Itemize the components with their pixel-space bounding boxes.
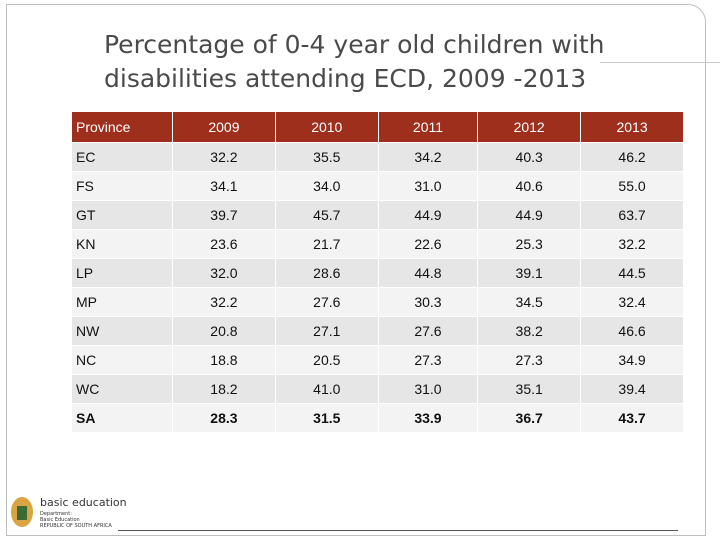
- table-cell: 43.7: [580, 403, 684, 432]
- table-cell: 44.5: [580, 258, 684, 288]
- table-cell: 55.0: [580, 171, 684, 201]
- table-row: SA 28.3 31.5 33.9 36.7 43.7: [72, 403, 684, 432]
- table-cell: 44.8: [378, 258, 479, 288]
- footer-rule: [118, 530, 678, 531]
- column-header: 2010: [275, 112, 379, 143]
- table-cell: 44.9: [378, 200, 479, 230]
- table-cell: 18.8: [172, 345, 276, 375]
- table-body: EC 32.2 35.5 34.2 40.3 46.2 FS 34.1 34.0 31.0 40.6…: [72, 142, 684, 432]
- table-cell: 34.0: [275, 171, 379, 201]
- table-cell: 33.9: [378, 403, 479, 432]
- table-cell: 32.4: [580, 287, 684, 317]
- table-cell: 34.5: [477, 287, 582, 317]
- row-label: GT: [72, 200, 173, 230]
- table-row: NC 18.8 20.5 27.3 27.3 34.9: [72, 345, 684, 375]
- table-cell: 40.3: [477, 142, 582, 172]
- table-cell: 46.6: [580, 316, 684, 346]
- table-cell: 35.1: [477, 374, 582, 404]
- table-cell: 18.2: [172, 374, 276, 404]
- table-cell: 39.7: [172, 200, 276, 230]
- table-row: LP 32.0 28.6 44.8 39.1 44.5: [72, 258, 684, 288]
- country-name: REPUBLIC OF SOUTH AFRICA: [40, 523, 112, 529]
- row-label: FS: [72, 171, 173, 201]
- table-cell: 30.3: [378, 287, 479, 317]
- table-cell: 21.7: [275, 229, 379, 259]
- table-cell: 32.2: [172, 142, 276, 172]
- row-label: WC: [72, 374, 173, 404]
- table-cell: 23.6: [172, 229, 276, 259]
- table-cell: 32.0: [172, 258, 276, 288]
- table-cell: 39.1: [477, 258, 582, 288]
- header-row: Province 2009 2010 2011 2012 2013: [72, 112, 684, 143]
- table-row: FS 34.1 34.0 31.0 40.6 55.0: [72, 171, 684, 201]
- table-cell: 27.6: [378, 316, 479, 346]
- column-header: 2009: [172, 112, 276, 143]
- row-label: NC: [72, 345, 173, 375]
- department-label: Department:: [40, 511, 72, 517]
- row-label: KN: [72, 229, 173, 259]
- row-label: SA: [72, 403, 173, 432]
- crest-shield: [17, 506, 27, 520]
- table-row: KN 23.6 21.7 22.6 25.3 32.2: [72, 229, 684, 259]
- table-row: GT 39.7 45.7 44.9 44.9 63.7: [72, 200, 684, 230]
- table-cell: 35.5: [275, 142, 379, 172]
- table-cell: 27.3: [378, 345, 479, 375]
- title-line: disabilities attending ECD, 2009 -2013: [104, 64, 587, 93]
- department-name: Basic Education: [40, 517, 80, 523]
- table-cell: 27.1: [275, 316, 379, 346]
- table-cell: 28.3: [172, 403, 276, 432]
- table-cell: 27.3: [477, 345, 582, 375]
- table-cell: 25.3: [477, 229, 582, 259]
- table-cell: 44.9: [477, 200, 582, 230]
- data-table: Province 2009 2010 2011 2012 2013 EC 32.2 35.5 34…: [72, 112, 684, 432]
- table-cell: 36.7: [477, 403, 582, 432]
- row-label: MP: [72, 287, 173, 317]
- table-cell: 20.8: [172, 316, 276, 346]
- row-label: NW: [72, 316, 173, 346]
- table-cell: 22.6: [378, 229, 479, 259]
- table-cell: 27.6: [275, 287, 379, 317]
- table-cell: 31.0: [378, 374, 479, 404]
- slide-frame: [6, 4, 706, 536]
- table-cell: 31.0: [378, 171, 479, 201]
- table-row: EC 32.2 35.5 34.2 40.3 46.2: [72, 142, 684, 172]
- table-cell: 34.9: [580, 345, 684, 375]
- column-header: 2013: [580, 112, 684, 143]
- table-cell: 46.2: [580, 142, 684, 172]
- logo: basic education Department: Basic Educat…: [8, 492, 127, 536]
- table-cell: 39.4: [580, 374, 684, 404]
- table-cell: 32.2: [580, 229, 684, 259]
- table-cell: 32.2: [172, 287, 276, 317]
- table-cell: 28.6: [275, 258, 379, 288]
- table-cell: 20.5: [275, 345, 379, 375]
- crest-icon: [11, 497, 33, 527]
- column-header: 2012: [477, 112, 582, 143]
- row-label: EC: [72, 142, 173, 172]
- slide-title: Percentage of 0-4 year old children with…: [104, 28, 664, 96]
- table-cell: 45.7: [275, 200, 379, 230]
- logo-subtext: Department: Basic Education REPUBLIC OF …: [40, 511, 112, 529]
- table-row: MP 32.2 27.6 30.3 34.5 32.4: [72, 287, 684, 317]
- title-line: Percentage of 0-4 year old children with: [104, 30, 605, 59]
- table-cell: 63.7: [580, 200, 684, 230]
- table-cell: 41.0: [275, 374, 379, 404]
- column-header: 2011: [378, 112, 479, 143]
- table-row: WC 18.2 41.0 31.0 35.1 39.4: [72, 374, 684, 404]
- table-cell: 34.2: [378, 142, 479, 172]
- logo-text: basic education: [40, 496, 127, 509]
- table-cell: 40.6: [477, 171, 582, 201]
- title-rule: [600, 62, 720, 63]
- table-cell: 38.2: [477, 316, 582, 346]
- table-cell: 34.1: [172, 171, 276, 201]
- table-cell: 31.5: [275, 403, 379, 432]
- table-row: NW 20.8 27.1 27.6 38.2 46.6: [72, 316, 684, 346]
- column-header: Province: [72, 112, 173, 143]
- row-label: LP: [72, 258, 173, 288]
